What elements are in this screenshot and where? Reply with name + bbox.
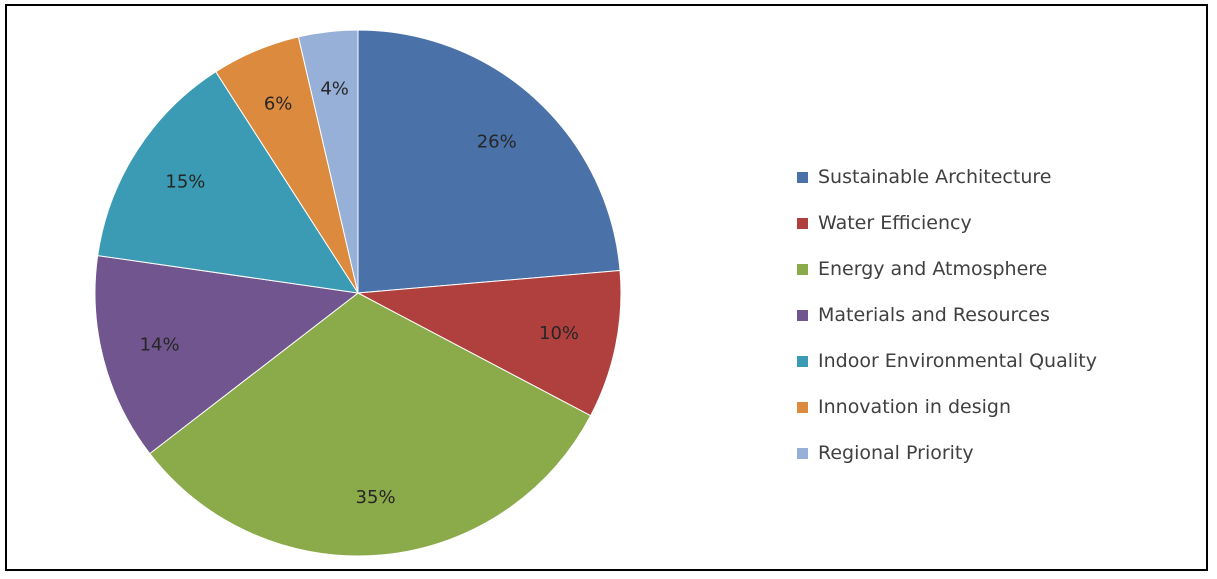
legend-label: Regional Priority [818, 442, 974, 464]
pie-slice [149, 292, 592, 557]
slice-data-label: 26% [477, 131, 517, 152]
legend-item: Regional Priority [797, 430, 1097, 476]
pie-slice [356, 269, 622, 417]
pie-slice [297, 29, 359, 294]
slice-data-label: 15% [165, 172, 205, 193]
legend-item: Innovation in design [797, 384, 1097, 430]
legend-item: Indoor Environmental Quality [797, 338, 1097, 384]
slice-data-label: 6% [264, 94, 293, 115]
pie-chart: 26% 10% 35% 14% 15% 6% 4% [94, 29, 622, 557]
legend: Sustainable Architecture Water Efficienc… [797, 154, 1097, 476]
slice-data-label: 35% [356, 487, 396, 508]
legend-swatch [797, 447, 808, 459]
legend-swatch [797, 401, 808, 413]
legend-swatch [797, 309, 808, 321]
legend-label: Materials and Resources [818, 304, 1050, 326]
slice-data-label: 10% [539, 323, 579, 344]
pie-slice [97, 71, 360, 294]
legend-swatch [797, 171, 808, 183]
pie-data-labels: 26% 10% 35% 14% 15% 6% 4% [140, 79, 579, 508]
pie-slice [357, 29, 621, 294]
legend-item: Sustainable Architecture [797, 154, 1097, 200]
legend-swatch [797, 263, 808, 275]
pie-slices [94, 29, 622, 557]
legend-label: Sustainable Architecture [818, 166, 1052, 188]
legend-swatch [797, 217, 808, 229]
legend-item: Water Efficiency [797, 200, 1097, 246]
legend-item: Energy and Atmosphere [797, 246, 1097, 292]
legend-label: Water Efficiency [818, 212, 972, 234]
legend-label: Indoor Environmental Quality [818, 350, 1097, 372]
slice-data-label: 14% [140, 335, 180, 356]
pie-slice [94, 255, 360, 455]
legend-label: Energy and Atmosphere [818, 258, 1048, 280]
chart-frame: 26% 10% 35% 14% 15% 6% 4% Sustainable Architec… [5, 4, 1208, 571]
legend-swatch [797, 355, 808, 367]
legend-label: Innovation in design [818, 396, 1012, 418]
slice-data-label: 4% [320, 79, 349, 100]
legend-item: Materials and Resources [797, 292, 1097, 338]
